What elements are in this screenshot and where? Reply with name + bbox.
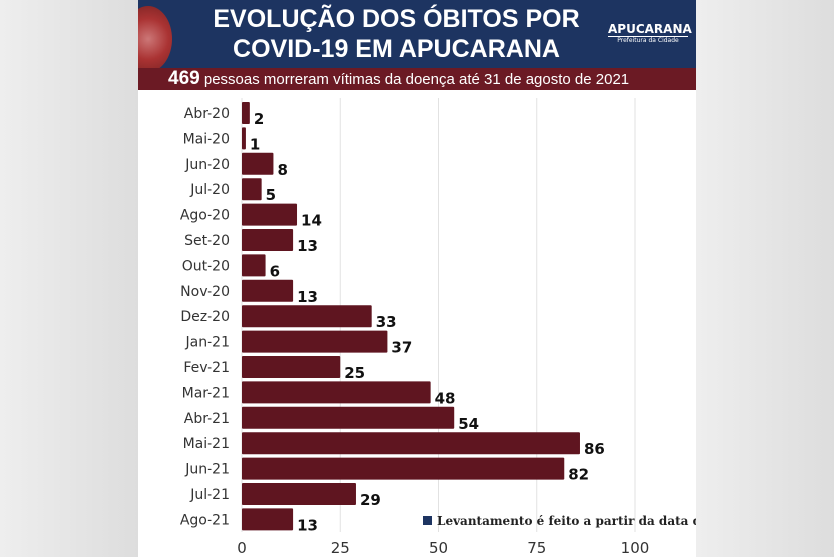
- bar: [242, 203, 298, 226]
- y-tick-label: Dez-20: [180, 309, 230, 325]
- bar: [242, 152, 274, 175]
- x-tick-label: 100: [621, 539, 650, 557]
- header: EVOLUÇÃO DOS ÓBITOS POR COVID-19 EM APUCA…: [138, 0, 696, 72]
- bar: [242, 483, 356, 505]
- legend-square-icon: [423, 516, 432, 525]
- y-tick-label: Abr-21: [184, 411, 230, 427]
- data-label: 8: [277, 161, 287, 179]
- logo-name: APUCARANA: [608, 22, 692, 37]
- y-tick-label: Mai-20: [183, 131, 230, 147]
- bar: [242, 305, 372, 328]
- virus-icon: [138, 6, 172, 72]
- bar: [242, 254, 266, 277]
- bar: [242, 229, 294, 251]
- title-line-1: EVOLUÇÃO DOS ÓBITOS POR: [213, 5, 580, 33]
- data-label: 13: [297, 516, 318, 534]
- x-tick-label: 0: [237, 539, 247, 557]
- y-tick-label: Jan-21: [185, 335, 230, 351]
- footnote-text: Levantamento é feito a partir da data do…: [437, 514, 696, 528]
- data-label: 54: [458, 415, 479, 433]
- y-tick-label: Ago-20: [180, 208, 230, 224]
- blurred-background-right: [696, 0, 834, 557]
- data-label: 86: [584, 440, 605, 458]
- x-tick-label: 50: [429, 539, 448, 557]
- y-tick-label: Jul-20: [189, 182, 230, 198]
- y-tick-label: Jun-20: [184, 157, 230, 173]
- y-tick-label: Out-20: [182, 258, 230, 274]
- bar: [242, 178, 262, 201]
- y-tick-label: Set-20: [184, 233, 230, 249]
- x-tick-label: 75: [527, 539, 546, 557]
- bar: [242, 127, 246, 150]
- y-tick-label: Nov-20: [180, 284, 230, 300]
- data-label: 13: [297, 288, 318, 306]
- y-tick-label: Abr-20: [184, 106, 230, 122]
- data-label: 25: [344, 364, 365, 382]
- y-tick-label: Jun-21: [184, 462, 230, 478]
- total-deaths: 469: [168, 68, 200, 89]
- subtitle-bar: 469 pessoas morreram vítimas da doença a…: [138, 68, 696, 90]
- infographic: 0 25 50 75 100 Abr-20 2 Mai-20 1 Jun-20 8 Jul-20 5 Ag…: [138, 0, 696, 557]
- data-label: 33: [376, 313, 397, 331]
- data-label: 82: [568, 466, 589, 484]
- bar: [242, 381, 431, 404]
- bar: [242, 356, 341, 378]
- bar: [242, 457, 565, 480]
- logo-sub: Prefeitura da Cidade: [617, 37, 679, 44]
- footnote: Levantamento é feito a partir da data do…: [423, 514, 696, 528]
- y-tick-label: Fev-21: [183, 360, 230, 376]
- bar-chart: 0 25 50 75 100 Abr-20 2 Mai-20 1 Jun-20 8 Jul-20 5 Ag…: [180, 98, 650, 557]
- data-label: 48: [435, 389, 456, 407]
- bar: [242, 330, 388, 353]
- y-tick-label: Mai-21: [183, 436, 230, 452]
- y-tick-label: Jul-21: [189, 487, 230, 503]
- title-line-2: COVID-19 EM APUCARANA: [233, 35, 560, 63]
- data-label: 37: [391, 339, 412, 357]
- data-label: 1: [250, 135, 260, 153]
- y-tick-label: Ago-21: [180, 512, 230, 528]
- data-label: 5: [266, 186, 276, 204]
- blurred-background-left: [0, 0, 138, 557]
- bar: [242, 508, 294, 531]
- data-label: 13: [297, 237, 318, 255]
- bar: [242, 279, 294, 302]
- data-label: 29: [360, 491, 381, 509]
- chart-title: EVOLUÇÃO DOS ÓBITOS POR COVID-19 EM APUCA…: [194, 4, 599, 64]
- subtitle: pessoas morreram vítimas da doença até 3…: [203, 71, 630, 88]
- data-label: 6: [270, 262, 280, 280]
- bar: [242, 432, 580, 455]
- city-logo: APUCARANA Prefeitura da Cidade: [608, 22, 692, 44]
- bar: [242, 102, 250, 124]
- data-label: 14: [301, 212, 322, 230]
- data-label: 2: [254, 110, 264, 128]
- x-tick-label: 25: [331, 539, 350, 557]
- bar: [242, 406, 455, 429]
- y-tick-label: Mar-21: [182, 385, 230, 401]
